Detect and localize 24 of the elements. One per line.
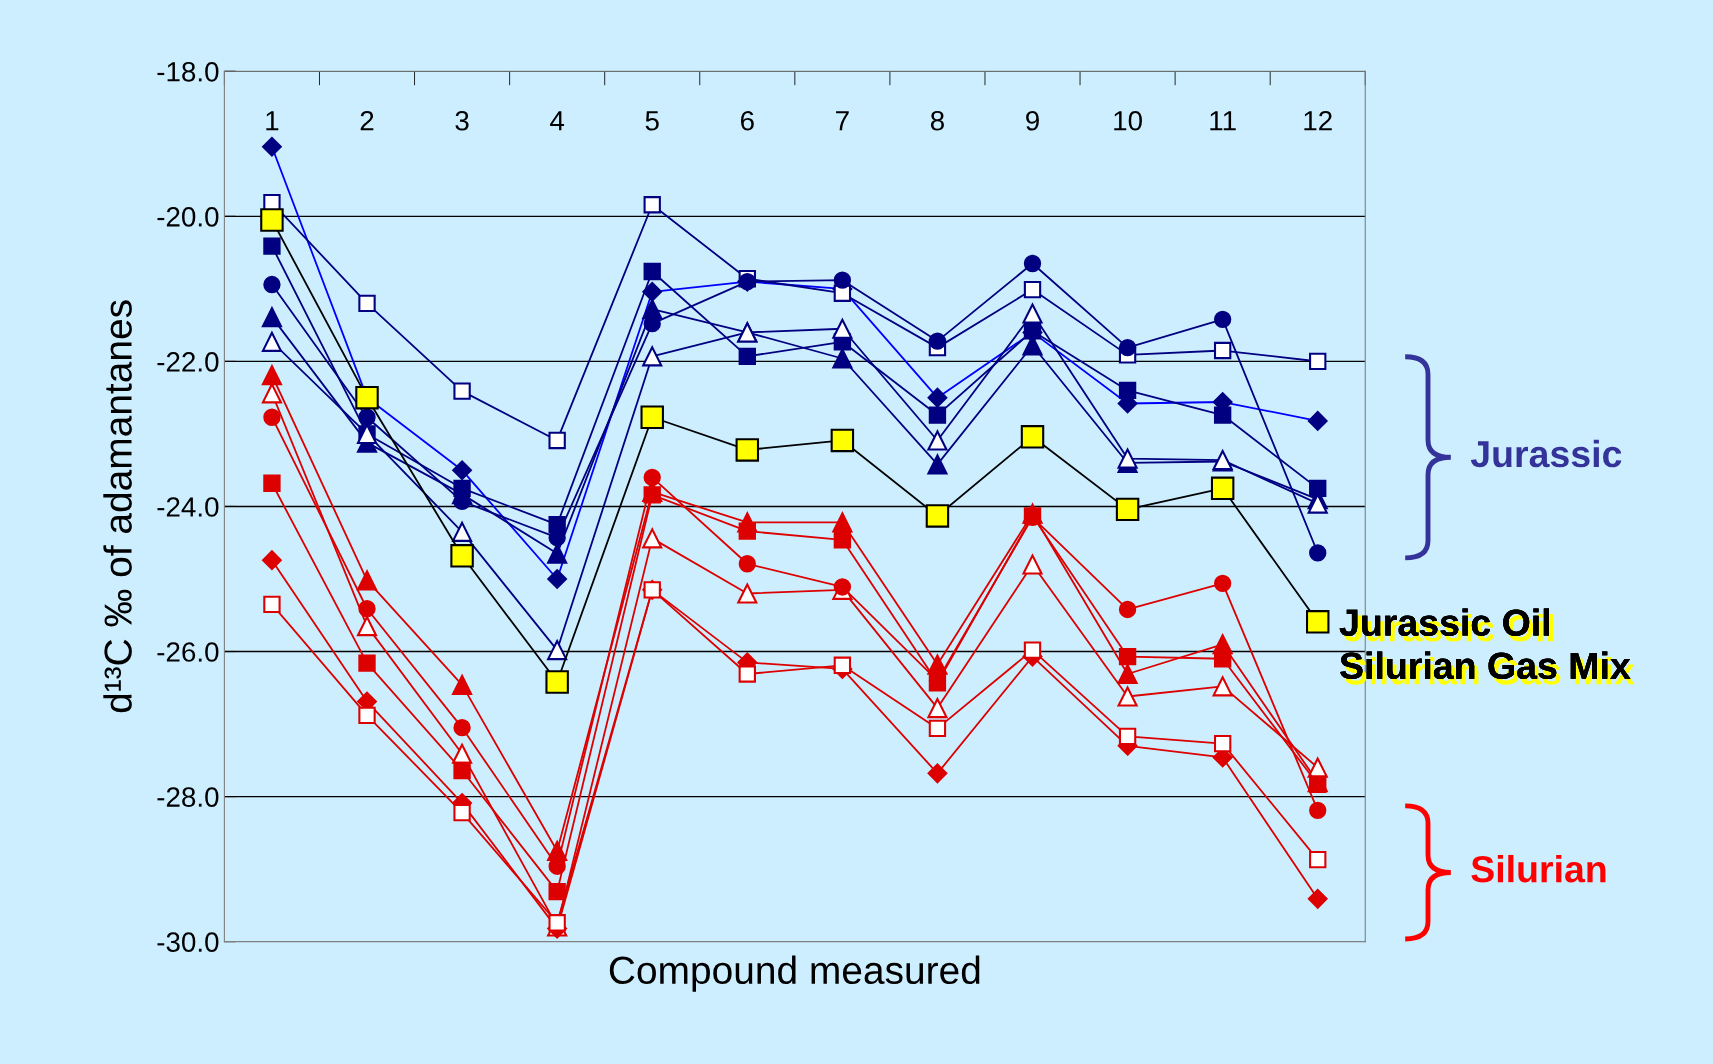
- y-tick-label: -24.0: [157, 497, 219, 517]
- x-tick-label: 6: [740, 110, 754, 131]
- y-tick-label: -20.0: [157, 207, 219, 227]
- y-tick-label: -22.0: [157, 352, 219, 372]
- y-tick-label: -28.0: [157, 787, 219, 807]
- text: Jurassic: [1470, 439, 1622, 468]
- y-tick-label: -30.0: [157, 932, 219, 952]
- x-tick-label: 12: [1304, 110, 1332, 131]
- x-tick-label: 10: [1114, 110, 1142, 131]
- annotation: Jurassic Oil Silurian Gas Mix: [1339, 608, 1635, 685]
- y-tick-label: -26.0: [157, 642, 219, 662]
- y-axis-title: d¹³C ‰ of adamantanes: [103, 300, 132, 713]
- x-tick-label: 3: [455, 110, 469, 131]
- x-tick-label: 5: [645, 111, 659, 131]
- x-tick-label: 4: [550, 111, 565, 131]
- y-tick-label: -18.0: [157, 61, 219, 82]
- x-tick-label: 8: [930, 110, 944, 131]
- x-tick-label: 7: [836, 111, 849, 131]
- text: Silurian: [1471, 854, 1606, 883]
- x-tick-label: 1: [266, 111, 279, 131]
- x-tick-label: 9: [1026, 110, 1039, 131]
- x-axis-title: Compound measured: [609, 955, 980, 992]
- x-tick-label: 11: [1210, 111, 1236, 131]
- x-tick-label: 2: [360, 110, 374, 131]
